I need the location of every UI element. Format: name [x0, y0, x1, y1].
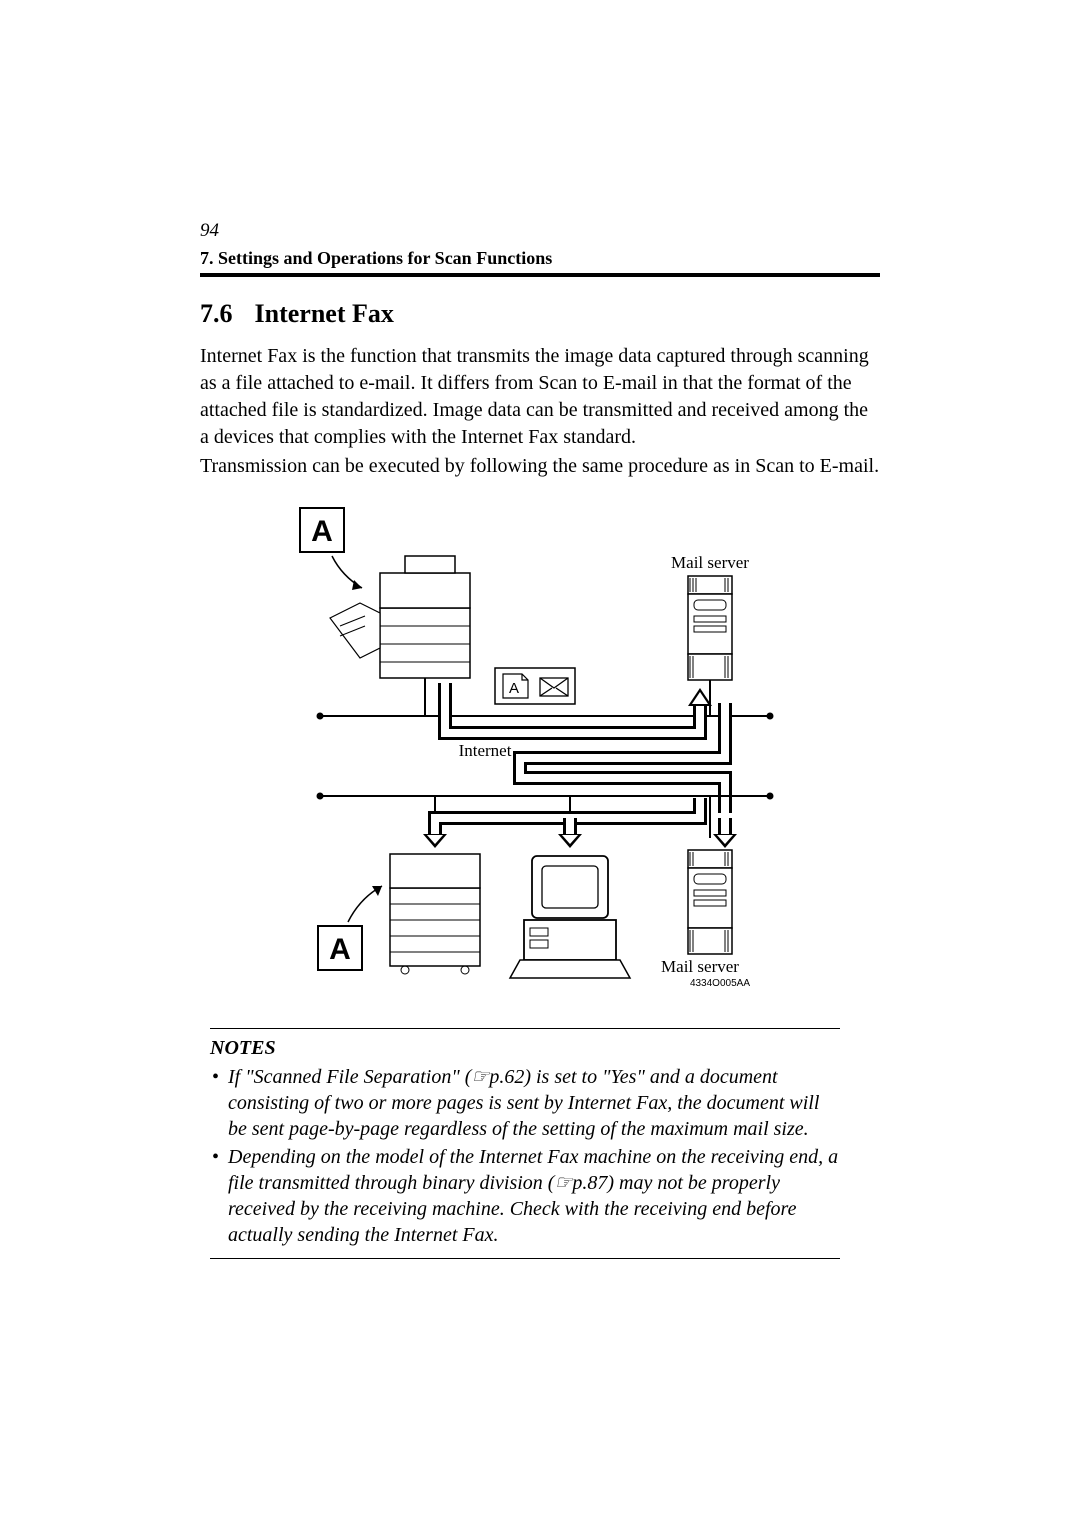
section-title: 7.6 Internet Fax [200, 299, 880, 329]
pc-icon [510, 856, 630, 978]
server-bottom-icon [688, 850, 732, 954]
header-rule [200, 273, 880, 277]
copier-bottom-icon [390, 854, 480, 974]
section-number: 7.6 [200, 299, 233, 328]
notes-rule-bottom [210, 1258, 840, 1259]
marker-a-top: A [311, 515, 333, 548]
mail-server-bottom-label: Mail server [661, 957, 739, 976]
copier-top-icon [330, 556, 470, 678]
chapter-header: 7. Settings and Operations for Scan Func… [200, 248, 880, 273]
body-paragraph: Internet Fax is the function that transm… [200, 343, 880, 451]
manual-page: 94 7. Settings and Operations for Scan F… [200, 220, 880, 1267]
notes-rule-top [210, 1028, 840, 1029]
mail-server-top-label: Mail server [671, 553, 749, 572]
internet-fax-diagram: A Mail server [200, 498, 880, 1018]
note-item: Depending on the model of the Internet F… [210, 1144, 840, 1248]
section-name: Internet Fax [255, 299, 394, 328]
document-envelope-icon: A [495, 668, 575, 704]
marker-a-bottom: A [329, 933, 351, 966]
doc-marker: A [509, 680, 519, 697]
note-item: If "Scanned File Separation" (☞p.62) is … [210, 1064, 840, 1142]
internet-label: Internet [459, 741, 512, 760]
notes-list: If "Scanned File Separation" (☞p.62) is … [210, 1064, 880, 1248]
body-paragraph: Transmission can be executed by followin… [200, 453, 880, 480]
server-top-icon [688, 576, 732, 680]
page-number: 94 [200, 220, 880, 242]
figure-code: 4334O005AA [690, 978, 750, 989]
notes-heading: NOTES [210, 1037, 880, 1060]
diagram-svg: A Mail server [270, 498, 810, 1018]
